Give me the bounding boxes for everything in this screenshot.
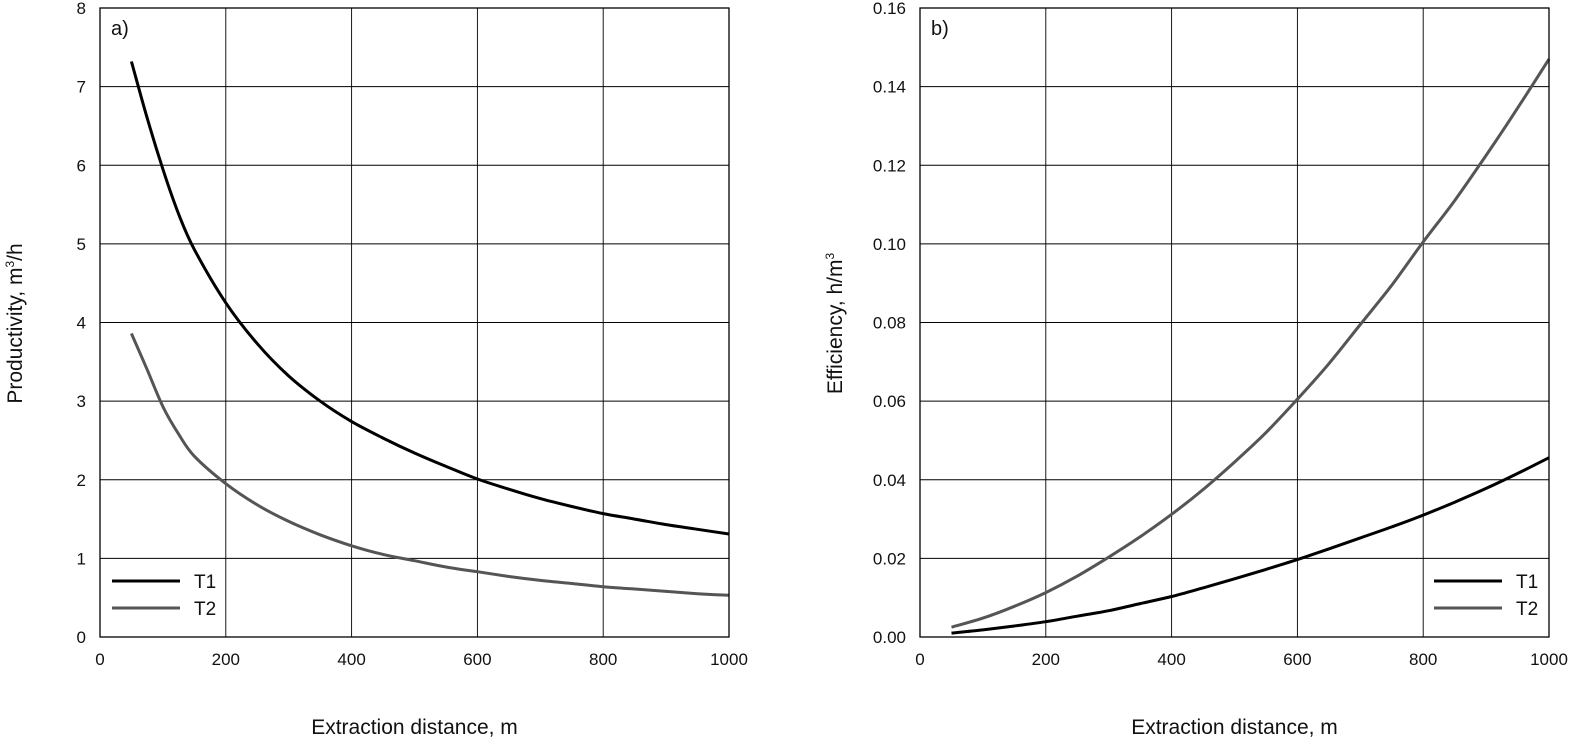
- x-tick-label: 800: [1409, 650, 1437, 669]
- x-axis-label: Extraction distance, m: [1131, 716, 1338, 739]
- y-axis-label-superscript: 3: [3, 261, 17, 268]
- y-axis-label-main: Efficiency, h/m: [824, 260, 847, 395]
- panel-label: b): [931, 18, 949, 40]
- y-axis-label: Efficiency, h/m3: [823, 253, 847, 395]
- y-tick-label: 3: [77, 392, 86, 411]
- chart-panel-b: 0 200 400 600 800 1000 0.000.020.040.060.080.…: [823, 0, 1568, 739]
- y-tick-label: 2: [77, 471, 86, 490]
- y-axis-label-main: Productivity, m: [4, 268, 27, 404]
- series-layer: [129, 61, 730, 597]
- y-tick-labels: 0.00 0.02 0.04 0.06 0.08 0.10 0.12 0.14 0.16: [873, 0, 906, 647]
- panel-label: a): [111, 18, 129, 40]
- y-axis-label: Productivity, m3/h: [3, 243, 27, 403]
- x-tick-label: 200: [1032, 650, 1060, 669]
- y-tick-label: 0.14: [873, 78, 906, 97]
- series-line-t1: [129, 61, 730, 536]
- plot-frame: [919, 7, 1550, 638]
- y-tick-label: 0.02: [873, 549, 906, 568]
- series-line-t1: [951, 456, 1550, 635]
- grid-lines: [919, 7, 1550, 638]
- legend-label-t1: T1: [1516, 572, 1538, 593]
- chart-panel-a: 0 200 400 600 800 1000 0 1 2 3 4 5 6 7 8 a) Extractio…: [3, 0, 748, 739]
- y-tick-label: 0.10: [873, 235, 906, 254]
- y-tick-label: 0.06: [873, 392, 906, 411]
- series-line-t2: [130, 332, 730, 597]
- y-tick-label: 0.12: [873, 156, 906, 175]
- x-tick-label: 1000: [1530, 650, 1568, 669]
- legend-label-t2: T2: [1516, 599, 1538, 620]
- legend-label-t2: T2: [194, 599, 216, 620]
- y-tick-label: 0.04: [873, 471, 906, 490]
- y-tick-label: 5: [77, 235, 86, 254]
- y-tick-label: 6: [77, 156, 86, 175]
- x-tick-label: 0: [915, 650, 924, 669]
- y-tick-label: 0.16: [873, 0, 906, 18]
- x-tick-labels: 0 200 400 600 800 1000: [95, 650, 748, 669]
- y-tick-labels: 0 1 2 3 4 5 6 7 8: [77, 0, 86, 647]
- x-tick-label: 600: [1283, 650, 1311, 669]
- x-tick-labels: 0 200 400 600 800 1000: [915, 650, 1568, 669]
- legend: T1 T2: [112, 572, 216, 620]
- x-tick-label: 600: [463, 650, 491, 669]
- y-tick-label: 4: [77, 314, 86, 333]
- x-tick-label: 200: [212, 650, 240, 669]
- x-tick-label: 400: [1157, 650, 1185, 669]
- x-tick-label: 800: [589, 650, 617, 669]
- x-tick-label: 0: [95, 650, 104, 669]
- legend: T1 T2: [1434, 572, 1538, 620]
- y-tick-label: 0.00: [873, 628, 906, 647]
- y-tick-label: 7: [77, 78, 86, 97]
- y-tick-label: 8: [77, 0, 86, 18]
- legend-label-t1: T1: [194, 572, 216, 593]
- y-tick-label: 0: [77, 628, 86, 647]
- plot-frame: [99, 7, 730, 638]
- x-tick-label: 1000: [710, 650, 748, 669]
- series-line-t2: [951, 58, 1551, 629]
- grid-lines: [99, 7, 730, 638]
- series-layer: [951, 58, 1551, 635]
- y-tick-label: 0.08: [873, 314, 906, 333]
- y-axis-label-superscript: 3: [823, 253, 837, 260]
- x-axis-label: Extraction distance, m: [311, 716, 518, 739]
- y-axis-label-suffix: /h: [4, 243, 27, 261]
- y-tick-label: 1: [77, 549, 86, 568]
- x-tick-label: 400: [337, 650, 365, 669]
